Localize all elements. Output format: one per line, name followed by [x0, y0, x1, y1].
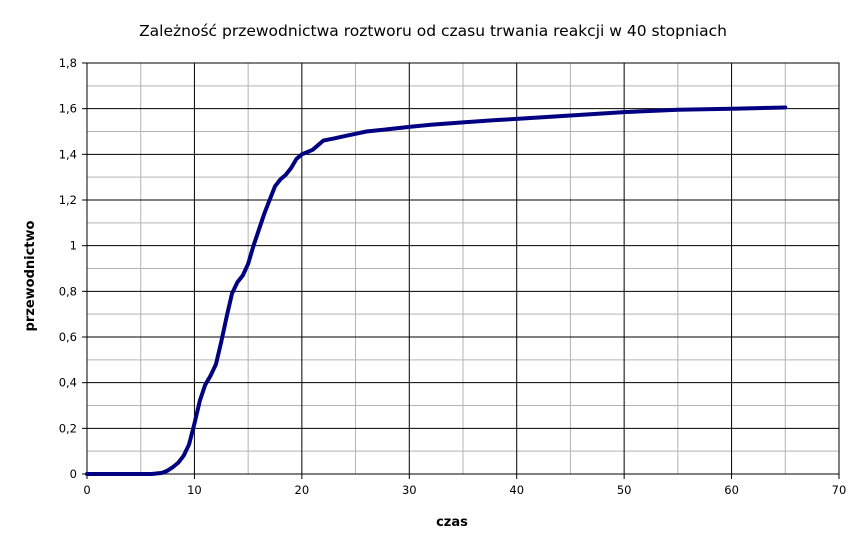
y-tick-label: 0,2: [59, 421, 77, 435]
y-tick-label: 1: [70, 239, 77, 253]
x-tick-label: 60: [724, 483, 739, 497]
minor-grid: [87, 63, 839, 474]
y-tick-label: 0,8: [59, 284, 77, 298]
chart-title: Zależność przewodnictwa roztworu od czas…: [139, 22, 727, 40]
y-tick-label: 1,6: [59, 102, 77, 116]
y-tick-labels: 0 0,2 0,4 0,6 0,8 1 1,2 1,4 1,6 1,8: [59, 56, 77, 481]
y-tick-label: 1,4: [59, 147, 77, 161]
x-axis-label: czas: [436, 515, 468, 530]
x-tick-label: 0: [83, 483, 90, 497]
x-tick-label: 40: [509, 483, 524, 497]
x-tick-labels: 0 10 20 30 40 50 60 70: [83, 483, 846, 497]
x-tick-label: 30: [402, 483, 417, 497]
series-line-0: [85, 105, 788, 476]
y-tick-label: 0: [70, 467, 77, 481]
y-tick-label: 1,8: [59, 56, 77, 70]
major-grid: [87, 63, 839, 474]
x-tick-label: 50: [617, 483, 632, 497]
plot-frame: [86, 62, 840, 475]
y-tick-label: 0,6: [59, 330, 77, 344]
series-layer: [85, 105, 788, 476]
x-tick-label: 20: [295, 483, 310, 497]
y-axis-label: przewodnictwo: [23, 220, 38, 331]
y-tick-label: 0,4: [59, 376, 77, 390]
x-tick-label: 10: [187, 483, 202, 497]
x-tick-label: 70: [832, 483, 847, 497]
y-tick-label: 1,2: [59, 193, 77, 207]
